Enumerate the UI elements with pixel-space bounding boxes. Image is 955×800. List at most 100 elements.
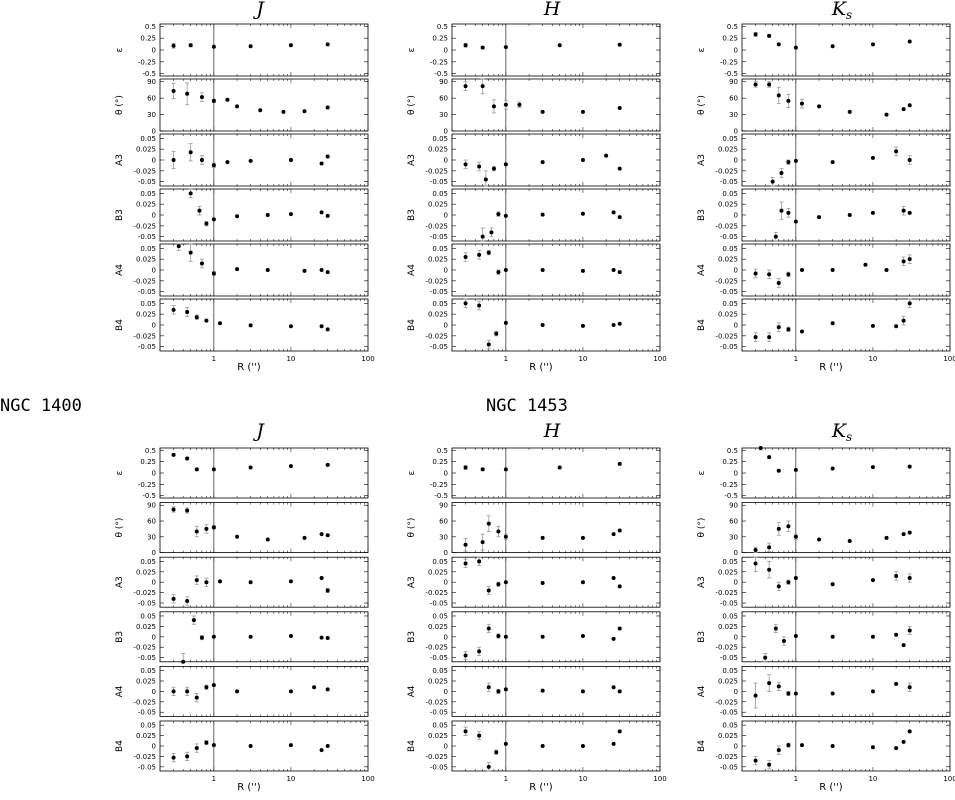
data-point — [217, 321, 222, 326]
y-tick-label: 0.025 — [136, 677, 156, 685]
x-tick-label: 10 — [578, 355, 587, 363]
data-point — [211, 98, 216, 103]
panel-frame — [741, 133, 951, 187]
data-point — [907, 530, 912, 535]
panel-B4-6: 0.05 0.025 0 -0.025 -0.05 B4 1 10 100 R ('') — [115, 720, 375, 793]
y-tick-label: -0.025 — [715, 589, 738, 597]
y-tick-label: -0.05 — [430, 763, 448, 771]
x-tick-label: 1 — [212, 355, 216, 363]
data-point — [217, 579, 222, 584]
data-point — [486, 764, 491, 769]
band-title: J — [252, 0, 265, 20]
data-point — [907, 576, 912, 581]
data-point — [185, 456, 190, 461]
data-point — [799, 743, 804, 748]
data-point — [235, 534, 240, 539]
data-point — [463, 84, 468, 89]
y-tick-label: -0.05 — [720, 600, 738, 608]
y-tick-label: 0 — [734, 47, 738, 55]
data-point — [483, 177, 488, 182]
data-point — [248, 465, 253, 470]
data-point — [503, 320, 508, 325]
y-tick-label: -0.25 — [430, 481, 448, 489]
y-tick-label: 60 — [439, 95, 448, 103]
x-tick-label: 1 — [212, 775, 216, 783]
y-tick-label: 0.05 — [722, 190, 738, 198]
panel-frame — [741, 666, 951, 717]
data-point — [611, 576, 616, 581]
data-point — [171, 43, 176, 48]
y-tick-label: -0.025 — [133, 167, 156, 175]
panel-frame — [159, 188, 369, 242]
data-point — [496, 689, 501, 694]
y-tick-label: -0.05 — [138, 178, 156, 186]
y-tick-label: 0.025 — [428, 732, 448, 740]
y-tick-label: 0 — [152, 212, 156, 220]
data-point — [793, 467, 798, 472]
data-point — [884, 112, 889, 117]
y-axis-label: B3 — [697, 209, 707, 221]
y-tick-label: 30 — [439, 533, 448, 541]
y-tick-label: -0.5 — [724, 70, 738, 78]
data-point — [191, 618, 196, 623]
data-point — [793, 633, 798, 638]
y-tick-label: -0.025 — [133, 644, 156, 652]
y-tick-label: 0 — [734, 322, 738, 330]
data-point — [288, 689, 293, 694]
data-point — [767, 567, 772, 572]
y-tick-label: 0.25 — [722, 458, 738, 466]
y-tick-label: 0.025 — [718, 146, 738, 154]
data-point — [617, 215, 622, 220]
panel-A4-5: 0.05 0.025 0 -0.025 -0.05 A4 — [115, 243, 369, 297]
panel-A4-5: 0.05 0.025 0 -0.025 -0.05 A4 — [697, 666, 951, 717]
data-point — [753, 335, 758, 340]
panel-frame — [741, 611, 951, 663]
data-point — [817, 537, 822, 542]
y-tick-label: 0.025 — [428, 568, 448, 576]
y-tick-label: 0 — [444, 322, 448, 330]
y-tick-label: 0.025 — [428, 623, 448, 631]
y-tick-label: 0.05 — [140, 135, 156, 143]
data-point — [781, 638, 786, 643]
y-tick-label: 0.025 — [136, 201, 156, 209]
data-point — [325, 636, 330, 641]
data-point — [185, 91, 190, 96]
x-axis-label: R ('') — [819, 362, 843, 373]
data-point — [194, 315, 199, 320]
data-point — [611, 685, 616, 690]
data-point — [225, 97, 230, 102]
data-point — [491, 104, 496, 109]
y-tick-label: 0 — [152, 470, 156, 478]
chart-2: H 0.5 0.25 0 -0.25 -0.5 ε 90 60 30 0 θ (°) 0.05 0.025… — [407, 0, 667, 373]
y-axis-label: A4 — [407, 264, 417, 276]
y-tick-label: -0.05 — [138, 709, 156, 717]
panel-A3-3: 0.05 0.025 0 -0.025 -0.05 A3 — [407, 556, 661, 608]
data-point — [767, 272, 772, 277]
panel-frame — [451, 23, 661, 77]
data-point — [753, 32, 758, 37]
panel-B3-4: 0.05 0.025 0 -0.025 -0.05 B3 — [407, 188, 661, 242]
y-axis-label: ε — [407, 470, 417, 475]
data-point — [907, 210, 912, 215]
data-point — [480, 84, 485, 89]
band-title: Ks — [831, 420, 852, 444]
data-point — [188, 191, 193, 196]
data-point — [611, 323, 616, 327]
data-point — [773, 234, 778, 239]
x-tick-label: 100 — [943, 355, 955, 363]
data-point — [847, 213, 852, 217]
y-tick-label: 0.05 — [722, 135, 738, 143]
data-point — [211, 271, 216, 276]
y-axis-label: B4 — [115, 740, 125, 752]
data-point — [907, 301, 912, 306]
y-tick-label: 0.05 — [432, 612, 448, 620]
panel-frame — [159, 298, 369, 352]
data-point — [894, 149, 899, 154]
y-tick-label: 0.025 — [718, 568, 738, 576]
panel--2: 90 60 30 0 θ (°) — [407, 78, 661, 136]
data-point — [463, 255, 468, 259]
data-point — [325, 270, 330, 275]
data-point — [225, 160, 230, 165]
data-point — [901, 208, 906, 213]
data-point — [319, 748, 324, 753]
